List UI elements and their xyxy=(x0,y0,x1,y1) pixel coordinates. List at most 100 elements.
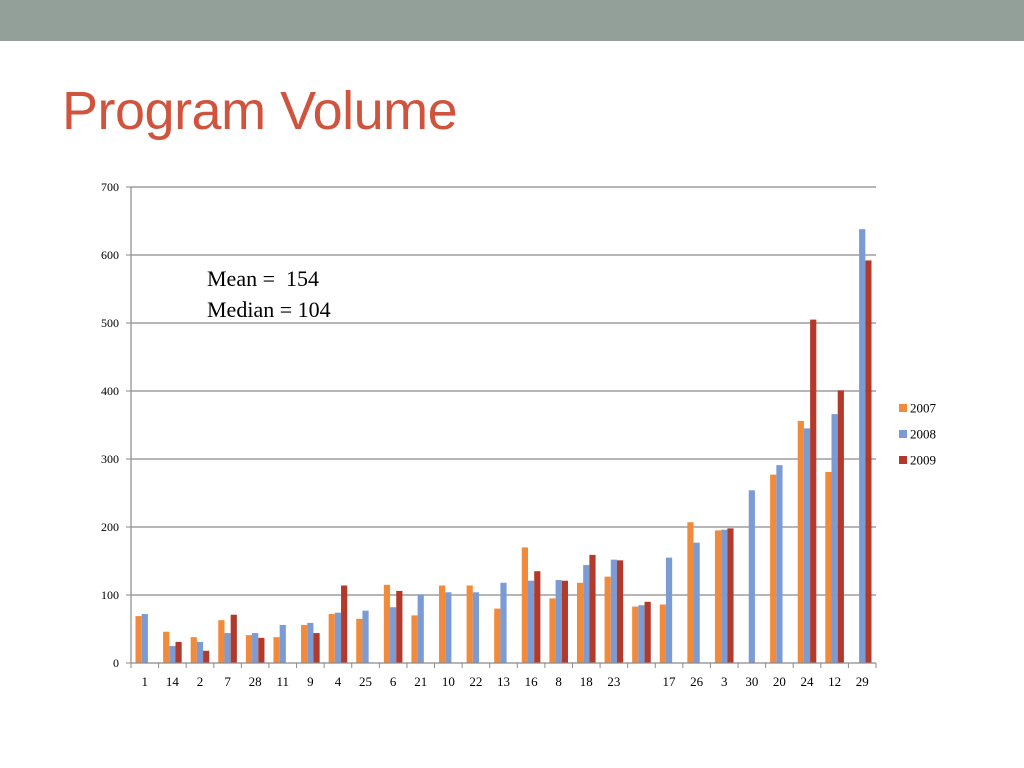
bar-2008-10 xyxy=(445,592,452,663)
slide-title: Program Volume xyxy=(62,81,458,141)
bar-2007-21 xyxy=(411,615,418,663)
x-tick-label: 6 xyxy=(390,674,397,689)
bar-2007-9 xyxy=(301,624,308,663)
bar-2007-17 xyxy=(659,604,666,663)
x-tick-label: 16 xyxy=(525,674,539,689)
x-tick-label: 14 xyxy=(166,674,180,689)
bar-2007-3 xyxy=(714,530,722,663)
bar-2009-28 xyxy=(258,637,265,663)
bar-2008-29 xyxy=(859,229,866,663)
x-tick-label: 17 xyxy=(663,674,677,689)
bar-2008-17 xyxy=(665,557,673,663)
bar-2009-2 xyxy=(203,650,210,663)
bar-2008-18 xyxy=(583,565,590,663)
bar-2009-23 xyxy=(616,560,624,663)
bar-2008-24 xyxy=(803,428,811,663)
bar-2008-blank xyxy=(638,605,645,663)
legend-swatch-2009 xyxy=(899,456,907,464)
x-tick-label: 8 xyxy=(555,674,562,689)
y-tick-label: 500 xyxy=(101,316,119,330)
x-tick-label: 4 xyxy=(335,674,342,689)
bar-2007-4 xyxy=(328,614,335,663)
x-tick-label: 18 xyxy=(580,674,593,689)
x-tick-label: 29 xyxy=(856,674,869,689)
top-banner xyxy=(0,0,1024,41)
x-tick-label: 10 xyxy=(442,674,455,689)
bar-2009-7 xyxy=(230,614,237,663)
bar-2008-9 xyxy=(307,622,314,663)
x-tick-label: 13 xyxy=(497,674,510,689)
legend-swatch-2007 xyxy=(899,404,907,412)
bar-2008-14 xyxy=(169,646,176,663)
bar-2007-1 xyxy=(135,616,142,663)
bar-2007-13 xyxy=(494,608,501,663)
bar-2007-26 xyxy=(687,522,694,663)
x-tick-label: 3 xyxy=(721,674,728,689)
mean-text: Mean = 154 xyxy=(207,266,319,291)
y-tick-label: 600 xyxy=(101,248,119,262)
bar-2009-blank xyxy=(644,601,651,663)
legend-swatch-2008 xyxy=(899,430,907,438)
bar-2008-3 xyxy=(721,529,728,663)
bar-2008-26 xyxy=(693,542,700,663)
x-tick-label: 21 xyxy=(414,674,427,689)
y-tick-label: 700 xyxy=(101,180,119,194)
bar-2008-30 xyxy=(748,490,755,663)
legend-label-2008: 2008 xyxy=(910,427,936,442)
x-tick-label: 9 xyxy=(307,674,314,689)
bar-2009-29 xyxy=(865,260,872,663)
y-tick-label: 400 xyxy=(101,384,119,398)
bar-2007-25 xyxy=(356,618,363,663)
bar-2008-6 xyxy=(390,607,397,663)
median-text: Median = 104 xyxy=(207,297,331,322)
bar-2008-25 xyxy=(362,610,369,663)
y-tick-label: 0 xyxy=(113,656,119,670)
x-tick-label: 23 xyxy=(607,674,620,689)
x-tick-label: 28 xyxy=(249,674,262,689)
bar-2008-21 xyxy=(417,594,424,663)
x-tick-label: 2 xyxy=(197,674,204,689)
x-tick-label: 7 xyxy=(224,674,231,689)
bar-2008-23 xyxy=(610,559,617,663)
y-tick-label: 100 xyxy=(101,588,119,602)
bar-2007-22 xyxy=(466,585,473,663)
x-tick-label: 22 xyxy=(469,674,482,689)
bar-2008-20 xyxy=(776,465,783,663)
bar-2007-18 xyxy=(576,582,584,663)
bar-2007-23 xyxy=(604,576,611,663)
bar-2008-4 xyxy=(334,612,342,663)
bar-2008-16 xyxy=(527,580,535,663)
legend-label-2007: 2007 xyxy=(910,401,937,416)
bar-2009-16 xyxy=(534,571,541,663)
bar-2007-12 xyxy=(825,471,832,663)
bar-2009-8 xyxy=(561,580,568,663)
legend-label-2009: 2009 xyxy=(910,453,936,468)
x-tick-label: 24 xyxy=(801,674,815,689)
bar-2007-24 xyxy=(797,420,804,663)
bar-2008-11 xyxy=(279,624,286,663)
bar-2008-8 xyxy=(555,580,562,663)
x-tick-label: 12 xyxy=(828,674,841,689)
bar-2008-2 xyxy=(196,641,204,663)
bar-2009-12 xyxy=(837,390,844,663)
bar-2007-8 xyxy=(549,598,556,663)
y-tick-label: 200 xyxy=(101,520,119,534)
bar-2008-1 xyxy=(141,614,148,663)
bar-2009-9 xyxy=(313,633,320,663)
bar-2008-28 xyxy=(252,633,259,663)
bar-2007-16 xyxy=(521,547,528,663)
y-tick-label: 300 xyxy=(101,452,119,466)
bar-2007-11 xyxy=(273,637,280,663)
bar-2007-10 xyxy=(439,585,446,663)
x-tick-label: 25 xyxy=(359,674,372,689)
bar-2007-blank xyxy=(632,606,639,663)
bar-2007-2 xyxy=(190,637,197,663)
bar-2007-7 xyxy=(218,620,225,663)
bar-2009-6 xyxy=(396,590,403,663)
x-tick-label: 30 xyxy=(745,674,758,689)
bar-2008-7 xyxy=(224,633,231,663)
bar-2009-18 xyxy=(589,554,596,663)
bar-2008-22 xyxy=(472,592,480,663)
x-tick-label: 1 xyxy=(142,674,149,689)
